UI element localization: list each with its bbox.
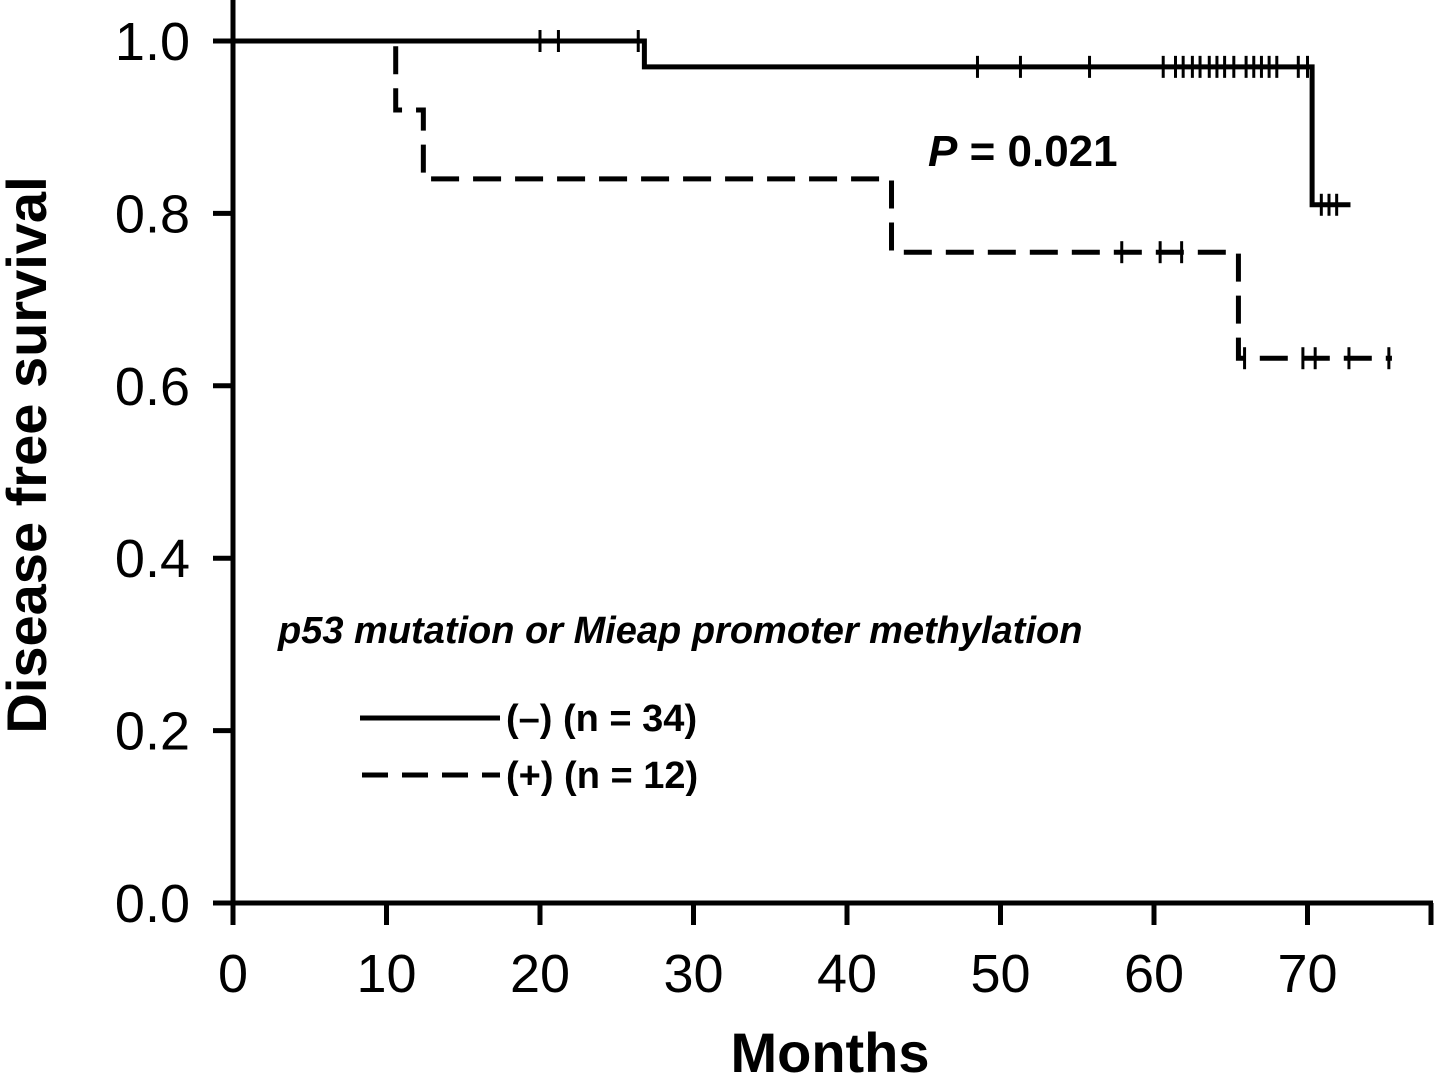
tick-marks <box>213 38 1434 925</box>
legend-label-negative: (–) (n = 34) <box>506 698 697 740</box>
x-tick-label-40: 40 <box>817 944 877 1004</box>
y-tick-label-0.8: 0.8 <box>115 184 190 244</box>
x-tick-label-30: 30 <box>663 944 723 1004</box>
x-tick-label-60: 60 <box>1124 944 1184 1004</box>
survival-curves <box>233 38 1392 361</box>
x-tick-label-0: 0 <box>218 944 248 1004</box>
x-axis-title: Months <box>730 1021 929 1078</box>
y-tick-label-1.0: 1.0 <box>115 12 190 72</box>
y-tick-label-0.6: 0.6 <box>115 357 190 417</box>
p-value-prefix: P <box>928 127 958 176</box>
y-tick-label-0.4: 0.4 <box>115 529 190 589</box>
tick-labels: 0 10 20 30 40 50 60 70 0.0 0.2 0.4 0.6 0.8 1.0 <box>115 12 1338 1004</box>
censor-marks <box>538 30 1391 370</box>
y-tick-label-0.0: 0.0 <box>115 874 190 934</box>
y-tick-label-0.2: 0.2 <box>115 702 190 762</box>
x-tick-label-20: 20 <box>510 944 570 1004</box>
series-positive-line <box>233 38 1392 361</box>
p-value-annotation: P = 0.021 <box>928 127 1118 176</box>
axes <box>230 0 1433 906</box>
legend-label-positive: (+) (n = 12) <box>506 755 698 797</box>
legend-title: p53 mutation or Mieap promoter methylati… <box>277 610 1082 652</box>
x-tick-label-50: 50 <box>970 944 1030 1004</box>
y-axis-title: Disease free survival <box>0 176 58 733</box>
x-tick-label-70: 70 <box>1277 944 1337 1004</box>
legend: p53 mutation or Mieap promoter methylati… <box>277 610 1082 797</box>
x-tick-label-10: 10 <box>356 944 416 1004</box>
p-value-text: = 0.021 <box>957 127 1117 176</box>
